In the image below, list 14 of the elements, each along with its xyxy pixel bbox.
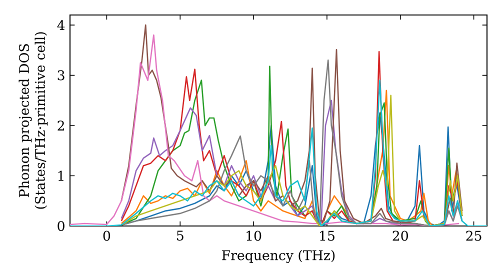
x-axis-title: Frequency (THz) xyxy=(222,250,335,264)
x-tick-label: 0 xyxy=(103,230,110,241)
y-tick-label: 4 xyxy=(57,20,65,30)
x-tick-label: 10 xyxy=(246,230,262,241)
y-tick-label: 1 xyxy=(58,170,64,181)
y-axis-title: Phonon projected DOS (States/THz·primitive cell) xyxy=(18,32,48,209)
y-tick-label: 0 xyxy=(58,220,64,232)
y-tick-label: 2 xyxy=(58,120,64,130)
x-tick-label: 20 xyxy=(392,230,408,241)
y-tick-label: 3 xyxy=(58,70,64,80)
x-tick-label: 5 xyxy=(177,230,184,241)
x-tick-label: 25 xyxy=(466,230,482,241)
x-tick-label: 15 xyxy=(320,230,334,241)
line-series xyxy=(70,80,487,226)
